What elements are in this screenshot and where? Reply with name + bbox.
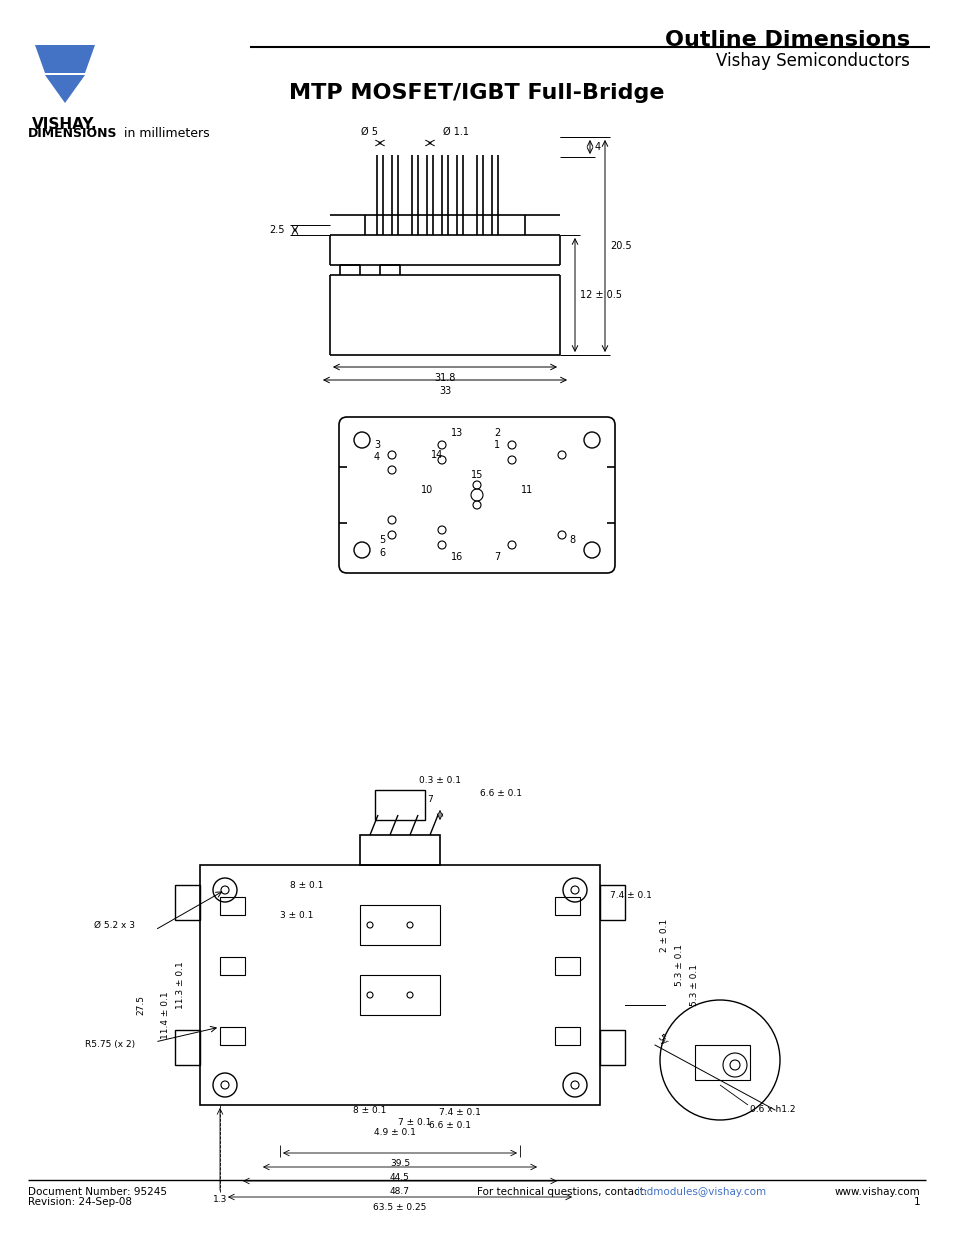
Bar [220,1028,245,1045]
Text: 12 ± 0.5: 12 ± 0.5 [579,290,621,300]
Polygon shape [35,44,95,73]
Text: 8: 8 [568,535,575,545]
Text: 5.3 ± 0.1: 5.3 ± 0.1 [689,965,699,1007]
Text: 5.3 ± 0.1: 5.3 ± 0.1 [675,944,683,986]
Text: 27.5: 27.5 [136,995,145,1015]
Bar [174,1030,200,1065]
Text: 7.4 ± 0.1: 7.4 ± 0.1 [438,1108,480,1116]
Text: indmodules@vishay.com: indmodules@vishay.com [637,1187,765,1197]
Text: 0.3 ± 0.1: 0.3 ± 0.1 [418,776,460,785]
Text: 63.5 ± 0.25: 63.5 ± 0.25 [373,1203,426,1212]
Text: 4: 4 [595,142,600,152]
Text: Ø 5: Ø 5 [361,127,378,137]
Text: 4.9 ± 0.1: 4.9 ± 0.1 [374,1128,416,1137]
Bar [555,897,579,915]
Text: Ø 1.1: Ø 1.1 [442,127,469,137]
Text: 6.6 ± 0.1: 6.6 ± 0.1 [429,1121,471,1130]
Text: 11: 11 [520,485,533,495]
Text: 7 ± 0.1: 7 ± 0.1 [398,1118,432,1128]
Text: 7: 7 [494,552,499,562]
Text: 20.5: 20.5 [609,241,631,251]
Bar [200,864,599,1105]
Text: 5y: 5y [655,1032,668,1047]
Text: 39.5: 39.5 [390,1158,410,1168]
Polygon shape [45,75,85,103]
Text: 4: 4 [374,452,379,462]
Text: VISHAY.: VISHAY. [32,117,97,132]
Bar [359,974,439,1015]
Text: 5: 5 [378,535,385,545]
Text: 11.3 ± 0.1: 11.3 ± 0.1 [175,961,185,1009]
Text: 14: 14 [431,450,442,459]
Bar [359,905,439,945]
Text: Ø 5.2 x 3: Ø 5.2 x 3 [94,920,135,930]
Text: 31.8: 31.8 [434,373,456,383]
Text: 13: 13 [451,429,462,438]
Text: 2.5: 2.5 [269,225,285,235]
Text: 15: 15 [471,471,482,480]
Text: 2: 2 [494,429,499,438]
Text: 8 ± 0.1: 8 ± 0.1 [353,1107,386,1115]
Text: 8 ± 0.1: 8 ± 0.1 [290,881,323,889]
FancyBboxPatch shape [338,417,615,573]
Text: DIMENSIONS: DIMENSIONS [28,127,117,140]
Text: 0.6 x h1.2: 0.6 x h1.2 [749,1105,795,1114]
Text: 1: 1 [912,1197,919,1207]
Text: 1.3: 1.3 [213,1195,227,1204]
Bar [220,897,245,915]
Text: 7.4 ± 0.1: 7.4 ± 0.1 [609,890,651,899]
Text: www.vishay.com: www.vishay.com [833,1187,919,1197]
Text: Document Number: 95245: Document Number: 95245 [28,1187,167,1197]
Text: 33: 33 [438,387,451,396]
Bar [599,885,624,920]
Bar [695,1045,749,1079]
Text: 1: 1 [494,440,499,450]
Text: Vishay Semiconductors: Vishay Semiconductors [716,52,909,70]
Text: 16: 16 [451,552,462,562]
Text: Outline Dimensions: Outline Dimensions [664,30,909,49]
Text: 6: 6 [378,548,385,558]
Text: MTP MOSFET/IGBT Full-Bridge: MTP MOSFET/IGBT Full-Bridge [289,83,664,103]
Bar [220,957,245,974]
Text: For technical questions, contact:: For technical questions, contact: [476,1187,650,1197]
Text: 7: 7 [427,795,433,804]
Text: 10: 10 [420,485,433,495]
Bar [555,1028,579,1045]
Text: in millimeters: in millimeters [120,127,210,140]
Bar [555,957,579,974]
Text: R5.75 (x 2): R5.75 (x 2) [85,1041,135,1050]
Text: 11.4 ± 0.1: 11.4 ± 0.1 [161,992,170,1039]
Bar [359,835,439,864]
Text: 2 ± 0.1: 2 ± 0.1 [659,919,668,952]
Bar [599,1030,624,1065]
Bar [174,885,200,920]
Text: 3 ± 0.1: 3 ± 0.1 [280,910,313,920]
Text: Revision: 24-Sep-08: Revision: 24-Sep-08 [28,1197,132,1207]
Bar [375,790,424,820]
Text: 44.5: 44.5 [390,1173,410,1182]
Text: 48.7: 48.7 [390,1187,410,1195]
Text: 3: 3 [374,440,379,450]
Text: 6.6 ± 0.1: 6.6 ± 0.1 [479,788,521,798]
